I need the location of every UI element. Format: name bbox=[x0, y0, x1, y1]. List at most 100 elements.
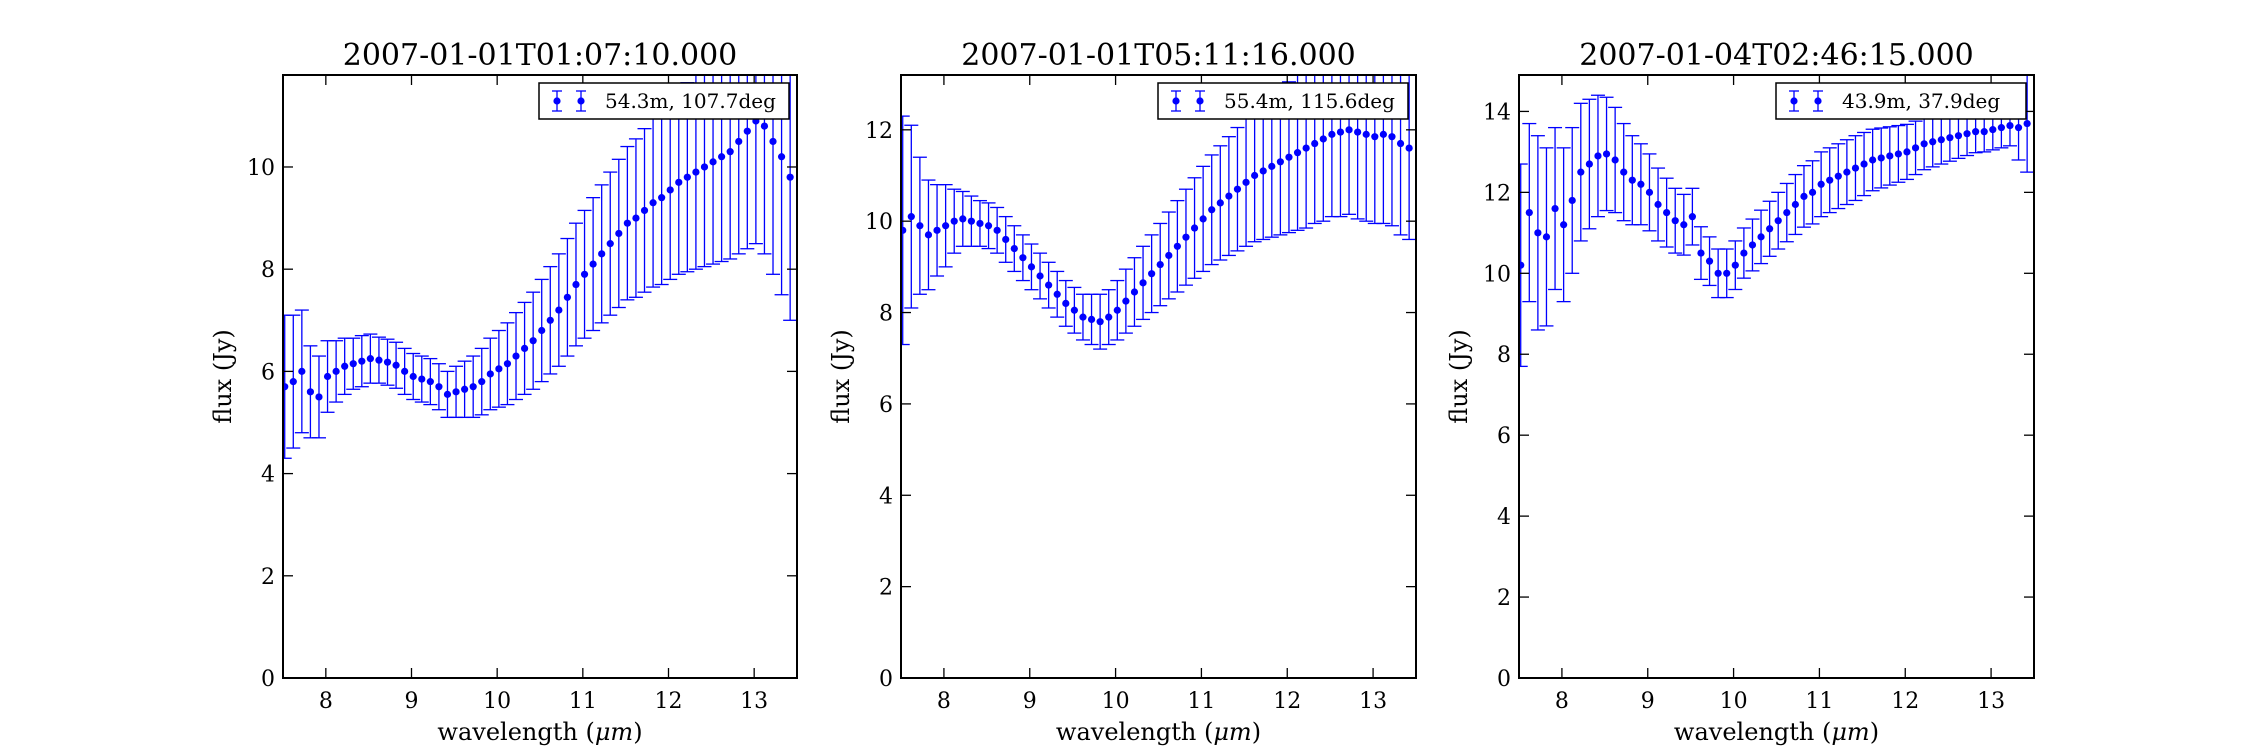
data-point bbox=[1851, 164, 1860, 172]
x-tick-label: 9 bbox=[1641, 689, 1655, 714]
data-point bbox=[623, 219, 631, 227]
data-point bbox=[1663, 208, 1671, 217]
data-point bbox=[2014, 124, 2023, 132]
data-point bbox=[735, 137, 743, 146]
chart-title: 2007-01-04T02:46:15.000 bbox=[1579, 38, 1974, 73]
data-point bbox=[1388, 133, 1396, 141]
data-point bbox=[1714, 269, 1722, 277]
data-point bbox=[1534, 229, 1542, 237]
data-point bbox=[1148, 270, 1156, 278]
data-point bbox=[743, 127, 751, 135]
x-tick-label: 13 bbox=[740, 689, 768, 714]
data-point bbox=[1096, 318, 1104, 326]
data-point bbox=[1173, 242, 1181, 250]
data-point bbox=[1525, 208, 1533, 217]
y-tick-label: 10 bbox=[1483, 262, 1511, 287]
data-point bbox=[1602, 150, 1611, 158]
chart-panel-1: 2007-01-01T01:07:10.000 8 9 10 11 12 13 0 2 4 6 8 10… bbox=[209, 38, 798, 746]
data-point bbox=[1628, 176, 1636, 184]
data-point bbox=[1405, 144, 1413, 152]
data-point bbox=[443, 390, 452, 398]
legend: 43.9m, 37.9deg bbox=[1775, 82, 2027, 120]
y-tick-label: 8 bbox=[1497, 343, 1511, 368]
data-point bbox=[469, 383, 477, 391]
data-point bbox=[495, 365, 503, 373]
data-point bbox=[1834, 172, 1842, 180]
data-point bbox=[1903, 148, 1911, 156]
data-point bbox=[1542, 233, 1551, 241]
plot-frame bbox=[282, 74, 798, 679]
x-tick-label: 13 bbox=[1977, 689, 2005, 714]
data-point bbox=[1233, 185, 1242, 193]
y-tick-label: 10 bbox=[865, 210, 893, 235]
data-point bbox=[1843, 168, 1851, 176]
data-point bbox=[306, 388, 315, 396]
data-point bbox=[709, 158, 717, 166]
data-point bbox=[1105, 313, 1113, 321]
data-point bbox=[1980, 128, 1988, 136]
chart-title: 2007-01-01T05:11:16.000 bbox=[961, 38, 1356, 73]
y-tick-label: 12 bbox=[1483, 181, 1511, 206]
data-point bbox=[649, 199, 657, 207]
data-point bbox=[907, 213, 915, 221]
data-point bbox=[289, 378, 297, 386]
data-point bbox=[1817, 180, 1825, 188]
data-point bbox=[461, 385, 469, 393]
data-point bbox=[1800, 192, 1808, 201]
plot-frame bbox=[1518, 74, 2035, 679]
data-point bbox=[615, 229, 623, 238]
data-point bbox=[1268, 162, 1276, 170]
legend-label: 54.3m, 107.7deg bbox=[605, 89, 776, 113]
data-point bbox=[1568, 196, 1576, 205]
plot-frame bbox=[900, 74, 1417, 679]
data-point bbox=[1345, 126, 1353, 134]
data-point bbox=[1774, 217, 1782, 225]
data-point bbox=[555, 306, 563, 314]
data-point bbox=[606, 240, 614, 248]
x-axis-label: wavelength (μm) bbox=[437, 718, 642, 746]
data-point bbox=[777, 153, 786, 161]
data-point bbox=[366, 355, 374, 363]
y-tick-label: 0 bbox=[879, 667, 893, 692]
x-tick-label: 8 bbox=[319, 689, 333, 714]
data-point bbox=[1894, 150, 1902, 158]
data-point bbox=[546, 316, 554, 324]
series-2 bbox=[901, 75, 1416, 350]
legend-marker bbox=[577, 97, 585, 105]
data-point bbox=[349, 360, 357, 368]
data-point bbox=[1302, 144, 1310, 152]
y-axis-label: flux (Jy) bbox=[1445, 329, 1473, 424]
data-point bbox=[283, 383, 289, 391]
data-point bbox=[1010, 244, 1018, 253]
data-point bbox=[1251, 171, 1259, 180]
series-3 bbox=[1519, 75, 2034, 368]
data-point bbox=[1276, 158, 1284, 166]
data-point bbox=[409, 372, 417, 381]
x-tick-label: 12 bbox=[1273, 689, 1301, 714]
y-tick-label: 8 bbox=[879, 302, 893, 327]
data-point bbox=[392, 361, 400, 369]
data-point bbox=[1002, 235, 1010, 244]
x-tick-label: 11 bbox=[1805, 689, 1833, 714]
legend-marker bbox=[1196, 97, 1204, 105]
data-point bbox=[1654, 200, 1662, 209]
data-point bbox=[1911, 144, 1920, 152]
data-point bbox=[503, 360, 512, 368]
data-point bbox=[1053, 290, 1061, 298]
legend: 55.4m, 115.6deg bbox=[1157, 82, 1409, 120]
data-point bbox=[1877, 154, 1885, 162]
y-tick-label: 0 bbox=[261, 667, 275, 692]
data-point bbox=[478, 378, 486, 386]
data-point bbox=[1697, 249, 1705, 257]
data-point bbox=[1216, 199, 1224, 207]
data-point bbox=[1723, 269, 1731, 277]
data-point bbox=[942, 222, 950, 230]
data-point bbox=[640, 206, 649, 215]
data-point bbox=[1362, 130, 1370, 138]
data-point bbox=[1869, 156, 1877, 164]
y-tick-label: 4 bbox=[1497, 505, 1511, 530]
legend-label: 43.9m, 37.9deg bbox=[1842, 89, 2000, 113]
data-point bbox=[1208, 206, 1216, 214]
data-point bbox=[1688, 213, 1696, 221]
